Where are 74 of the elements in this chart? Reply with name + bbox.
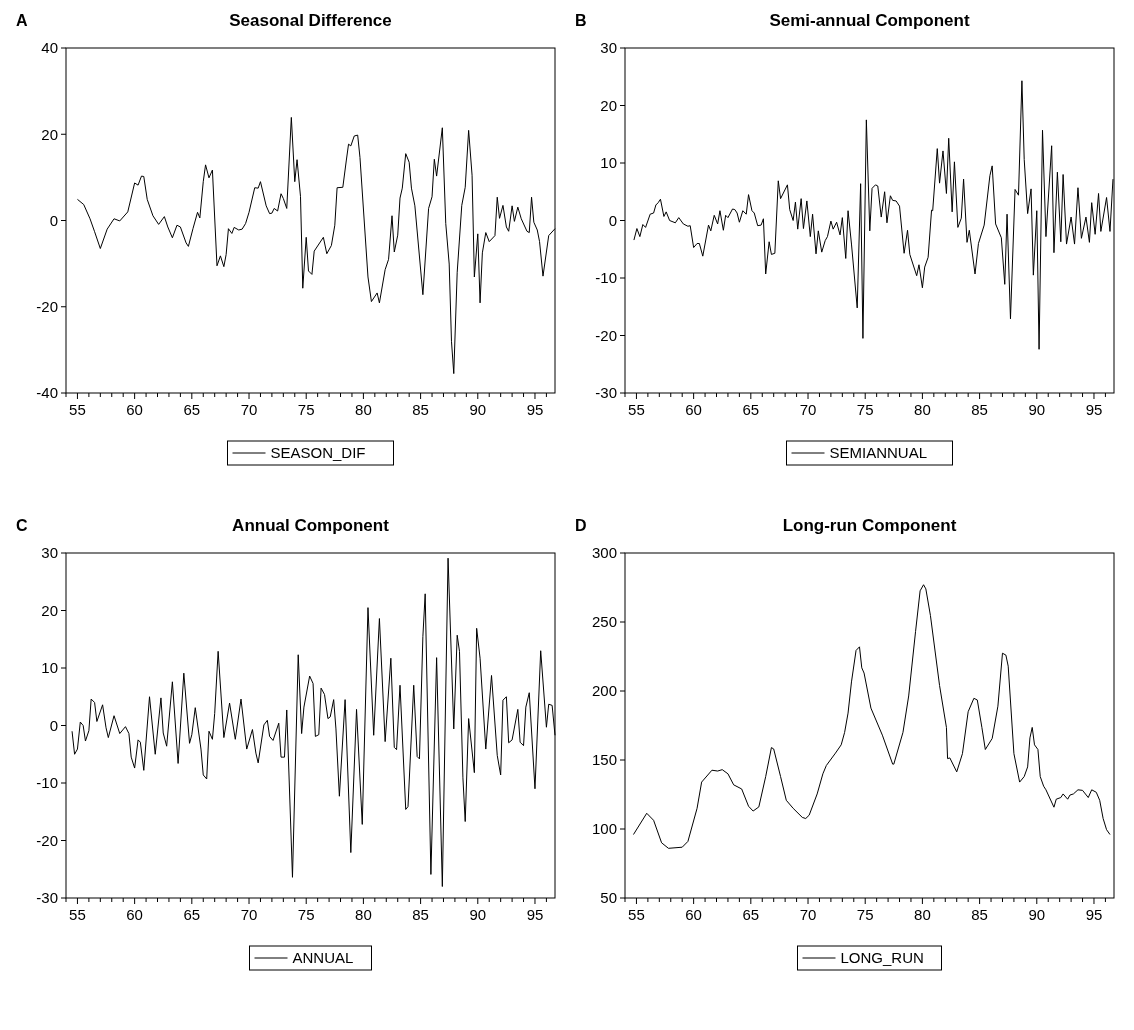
x-tick-label: 75 bbox=[856, 906, 874, 923]
y-tick-label: 40 bbox=[41, 39, 58, 57]
x-tick-label: 80 bbox=[914, 401, 931, 418]
x-tick-label: 70 bbox=[240, 401, 258, 418]
x-tick-label: 80 bbox=[914, 906, 931, 923]
x-tick-label: 85 bbox=[971, 906, 988, 923]
x-tick-label: 75 bbox=[297, 401, 315, 418]
y-tick-label: -20 bbox=[36, 831, 58, 849]
x-tick-label: 60 bbox=[685, 906, 702, 923]
chart-title: Long-run Component bbox=[782, 516, 957, 535]
x-tick-label: 85 bbox=[971, 401, 988, 418]
y-tick-label: 0 bbox=[49, 716, 58, 734]
x-tick-label: 85 bbox=[412, 401, 429, 418]
x-tick-label: 65 bbox=[183, 906, 201, 923]
y-tick-label: 50 bbox=[600, 889, 617, 907]
x-tick-label: 60 bbox=[685, 401, 702, 418]
legend-label: LONG_RUN bbox=[840, 949, 924, 967]
y-tick-label: 100 bbox=[591, 820, 617, 838]
y-tick-label: 30 bbox=[41, 544, 58, 562]
y-tick-label: 250 bbox=[591, 613, 617, 631]
y-tick-label: -30 bbox=[36, 889, 58, 907]
x-tick-label: 90 bbox=[1028, 906, 1046, 923]
x-tick-label: 75 bbox=[297, 906, 315, 923]
x-tick-label: 55 bbox=[69, 906, 86, 923]
x-tick-label: 80 bbox=[355, 906, 372, 923]
x-tick-label: 65 bbox=[742, 401, 760, 418]
x-tick-label: 60 bbox=[126, 401, 143, 418]
x-tick-label: 70 bbox=[240, 906, 258, 923]
y-tick-label: 10 bbox=[600, 154, 617, 172]
x-tick-label: 80 bbox=[355, 401, 372, 418]
legend-label: ANNUAL bbox=[292, 949, 354, 967]
y-tick-label: 20 bbox=[600, 96, 617, 114]
y-tick-label: -10 bbox=[595, 269, 617, 287]
text: A bbox=[16, 12, 28, 29]
x-tick-label: 90 bbox=[469, 401, 487, 418]
x-tick-label: 95 bbox=[1085, 401, 1103, 418]
y-tick-label: 0 bbox=[608, 211, 617, 229]
y-tick-label: 0 bbox=[49, 211, 58, 229]
x-tick-label: 95 bbox=[526, 906, 544, 923]
x-tick-label: 55 bbox=[628, 401, 645, 418]
x-tick-label: 90 bbox=[469, 906, 487, 923]
x-tick-label: 70 bbox=[799, 906, 817, 923]
chart-title: Annual Component bbox=[232, 516, 390, 535]
y-tick-label: 150 bbox=[591, 751, 617, 769]
y-tick-label: 30 bbox=[600, 39, 617, 57]
y-tick-label: -40 bbox=[36, 384, 58, 402]
y-tick-label: 300 bbox=[591, 544, 617, 562]
y-tick-label: 20 bbox=[41, 125, 58, 143]
legend-label: SEMIANNUAL bbox=[829, 444, 928, 462]
y-tick-label: 200 bbox=[591, 682, 617, 700]
y-tick-label: 20 bbox=[41, 601, 58, 619]
x-tick-label: 55 bbox=[628, 906, 645, 923]
chart-title: Semi-annual Component bbox=[769, 11, 970, 30]
x-tick-label: 65 bbox=[742, 906, 760, 923]
x-tick-label: 60 bbox=[126, 906, 143, 923]
x-tick-label: 65 bbox=[183, 401, 201, 418]
x-tick-label: 85 bbox=[412, 906, 429, 923]
text: B bbox=[575, 12, 587, 29]
legend-label: SEASON_DIF bbox=[270, 444, 366, 462]
y-tick-label: -30 bbox=[595, 384, 617, 402]
x-tick-label: 90 bbox=[1028, 401, 1046, 418]
x-tick-label: 75 bbox=[856, 401, 874, 418]
y-tick-label: -10 bbox=[36, 774, 58, 792]
x-tick-label: 70 bbox=[799, 401, 817, 418]
x-tick-label: 55 bbox=[69, 401, 86, 418]
y-tick-label: -20 bbox=[36, 298, 58, 315]
x-tick-label: 95 bbox=[526, 401, 544, 418]
chart-title: Seasonal Difference bbox=[229, 11, 392, 30]
y-tick-label: 10 bbox=[41, 659, 58, 677]
x-tick-label: 95 bbox=[1085, 906, 1103, 923]
text: D bbox=[575, 517, 587, 534]
text: C bbox=[16, 517, 28, 534]
line-series bbox=[632, 584, 1111, 849]
y-tick-label: -20 bbox=[595, 326, 617, 344]
